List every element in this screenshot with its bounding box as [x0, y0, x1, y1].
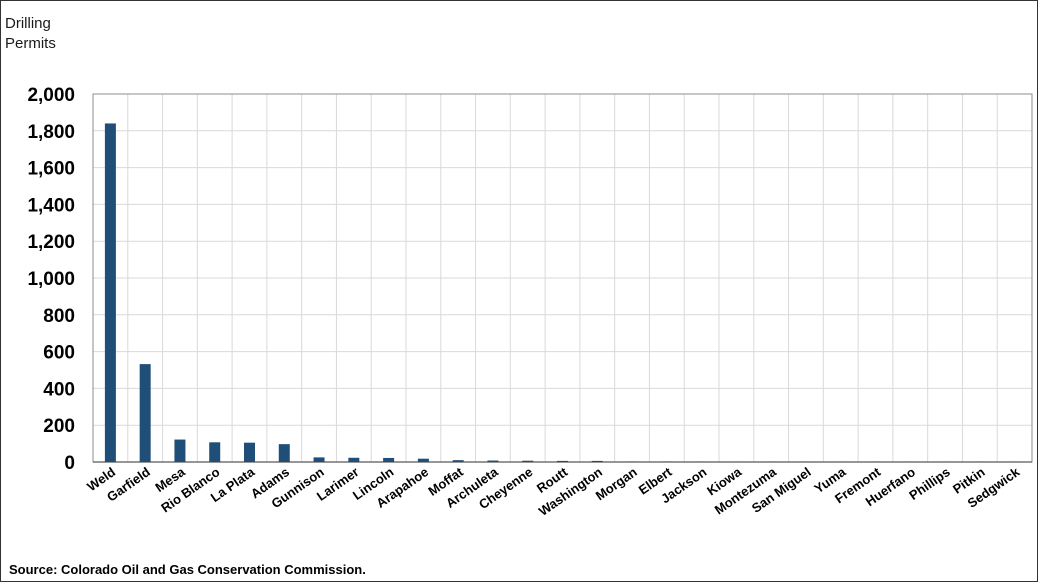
y-tick-label: 200	[43, 416, 75, 437]
y-tick-labels: 0 200 400 600 800 1,000 1,200 1,400 1,600 1,800 2,…	[27, 85, 75, 474]
bar	[348, 457, 360, 462]
y-tick-label: 1,800	[27, 122, 75, 143]
y-tick-label: 800	[43, 306, 75, 327]
y-axis-label-line: Permits	[5, 35, 56, 52]
bar	[591, 460, 603, 462]
bar	[174, 439, 186, 462]
bar	[383, 457, 395, 462]
bar	[452, 460, 464, 462]
bar	[487, 460, 499, 462]
bar	[278, 444, 290, 462]
bar	[313, 457, 325, 462]
y-tick-label: 1,200	[27, 232, 75, 253]
gridlines	[92, 93, 1033, 463]
bar	[139, 364, 151, 462]
y-tick-label: 400	[43, 379, 75, 400]
y-tick-label: 0	[64, 453, 75, 474]
bars	[104, 123, 1021, 462]
y-axis-label: Drilling Permits	[5, 15, 56, 52]
y-tick-label: 1,400	[27, 195, 75, 216]
bar	[209, 442, 221, 462]
bar	[522, 460, 534, 462]
bar	[244, 442, 255, 462]
bar	[557, 460, 568, 462]
y-tick-label: 1,600	[27, 159, 75, 180]
y-tick-label: 2,000	[27, 85, 75, 106]
y-tick-label: 600	[43, 343, 75, 364]
y-tick-label: 1,000	[27, 269, 75, 290]
y-axis-label-line: Drilling	[5, 15, 51, 32]
bar	[104, 123, 116, 462]
source-note: Source: Colorado Oil and Gas Conservatio…	[9, 562, 366, 577]
bar	[417, 458, 429, 462]
